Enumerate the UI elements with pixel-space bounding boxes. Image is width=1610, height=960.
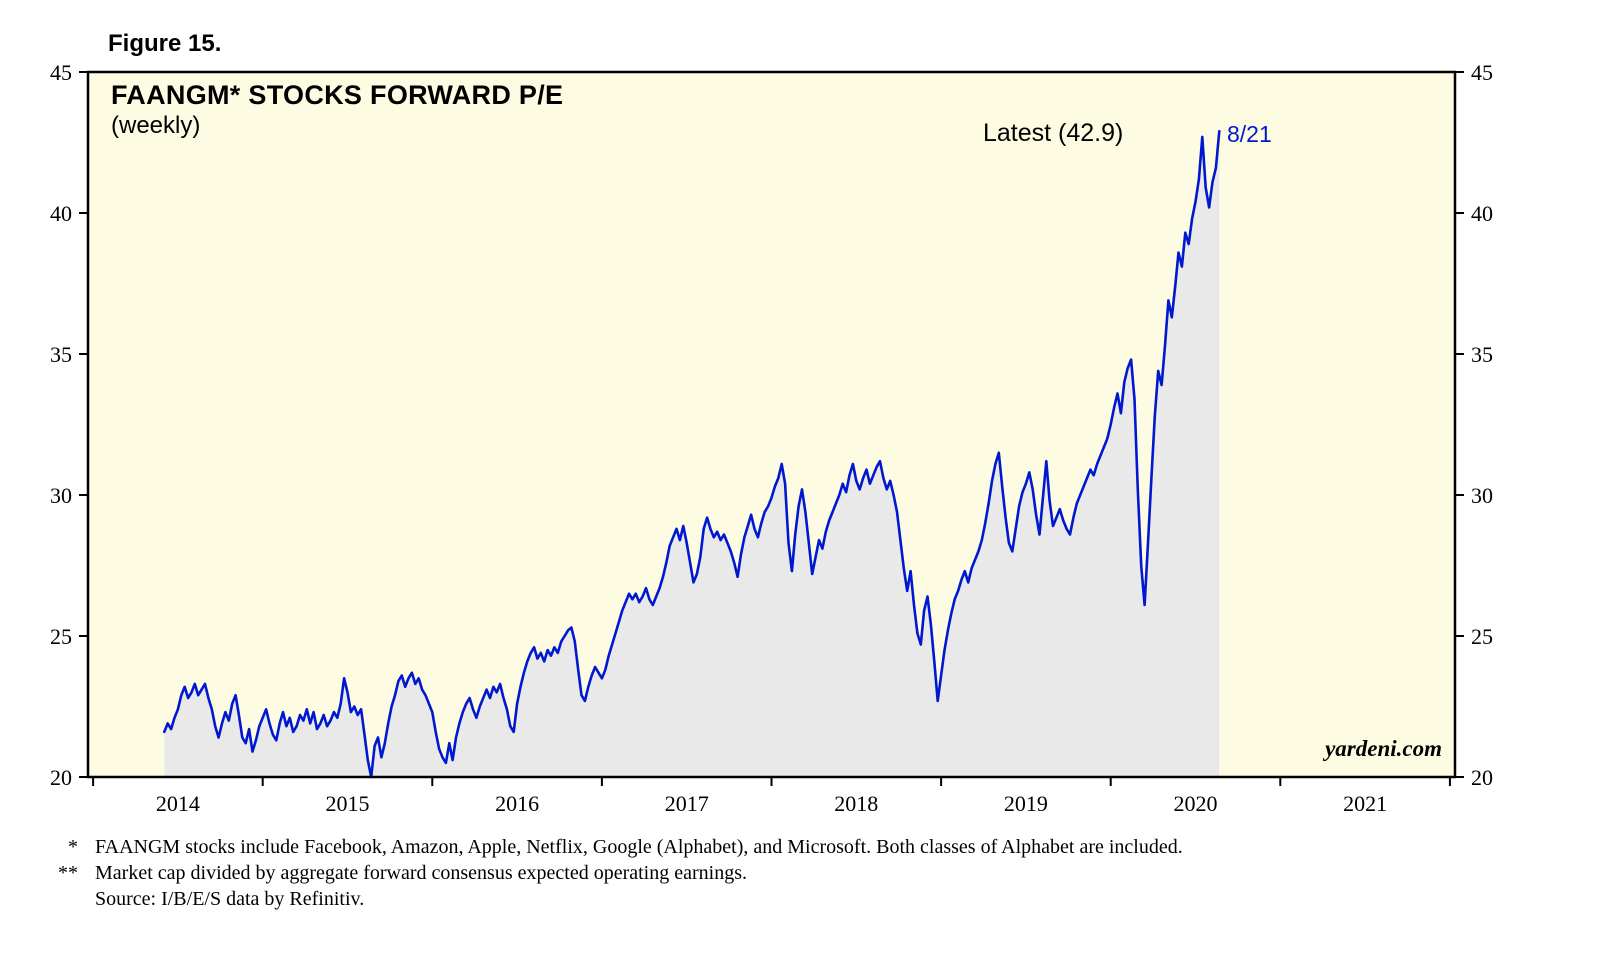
x-tick-label: 2021 [1343,791,1387,816]
y-tick-label-left: 40 [50,201,72,226]
latest-date-label: 8/21 [1227,121,1272,147]
y-tick-label-right: 25 [1471,624,1493,649]
figure-label: Figure 15. [108,30,222,57]
y-tick-label-left: 30 [50,483,72,508]
x-tick-label: 2017 [665,791,709,816]
footnote-row: ** Market cap divided by aggregate forwa… [0,860,1560,886]
x-tick-label: 2018 [834,791,878,816]
y-tick-label-right: 40 [1471,201,1493,226]
y-tick-label-left: 45 [50,60,72,85]
pe-area-fill [164,131,1220,777]
x-tick-label: 2020 [1174,791,1218,816]
y-tick-label-left: 25 [50,624,72,649]
y-tick-label-left: 35 [50,342,72,367]
y-tick-label-right: 35 [1471,342,1493,367]
footnote-marker [0,886,95,912]
footnotes: * FAANGM stocks include Facebook, Amazon… [0,834,1560,912]
footnote-marker: * [68,836,78,858]
y-tick-label-left: 20 [50,765,72,790]
footnote-text: Source: I/B/E/S data by Refinitiv. [95,888,365,910]
footnote-text: FAANGM stocks include Facebook, Amazon, … [95,836,1183,858]
y-tick-label-right: 30 [1471,483,1493,508]
latest-value-annotation: Latest (42.9) [983,119,1124,147]
chart-subtitle: (weekly) [111,112,201,139]
x-tick-label: 2019 [1004,791,1048,816]
footnote-row: Source: I/B/E/S data by Refinitiv. [0,886,1560,912]
x-tick-label: 2015 [325,791,369,816]
x-tick-label: 2016 [495,791,539,816]
chart-title: FAANGM* STOCKS FORWARD P/E [111,80,564,110]
footnote-text: Market cap divided by aggregate forward … [95,862,747,884]
watermark-yardeni: yardeni.com [1325,736,1442,761]
footnote-marker: ** [58,862,78,884]
y-tick-label-right: 20 [1471,765,1493,790]
footnote-row: * FAANGM stocks include Facebook, Amazon… [0,834,1560,860]
pe-line [163,129,1221,779]
x-tick-label: 2014 [156,791,200,816]
y-tick-label-right: 45 [1471,60,1493,85]
